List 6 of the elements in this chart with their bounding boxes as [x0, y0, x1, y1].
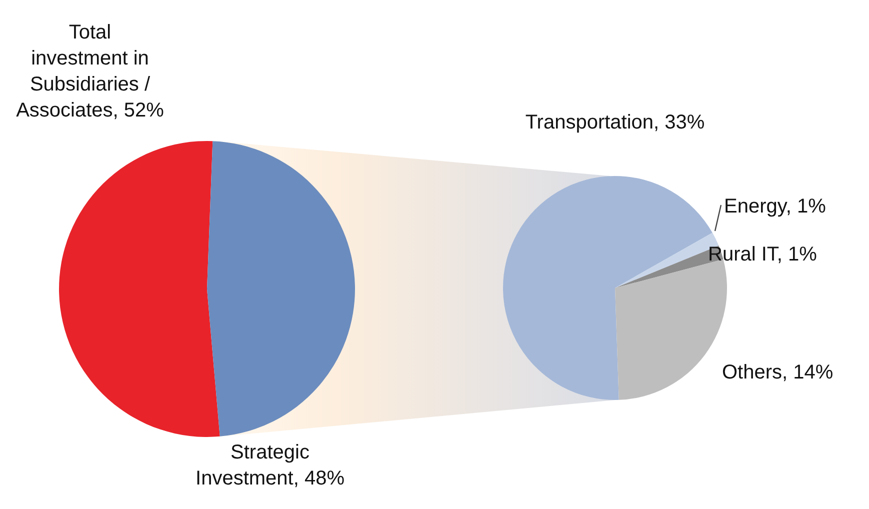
slice-label: Total investment in Subsidiaries / Associates, 52%: [16, 22, 164, 122]
slice-label: Strategic Investment, 48%: [196, 442, 345, 490]
slice-label: Energy, 1%: [724, 196, 826, 218]
slice-label: Rural IT, 1%: [708, 244, 818, 266]
slice-label: Transportation, 33%: [525, 112, 705, 134]
slice-label: Others, 14%: [722, 362, 834, 384]
